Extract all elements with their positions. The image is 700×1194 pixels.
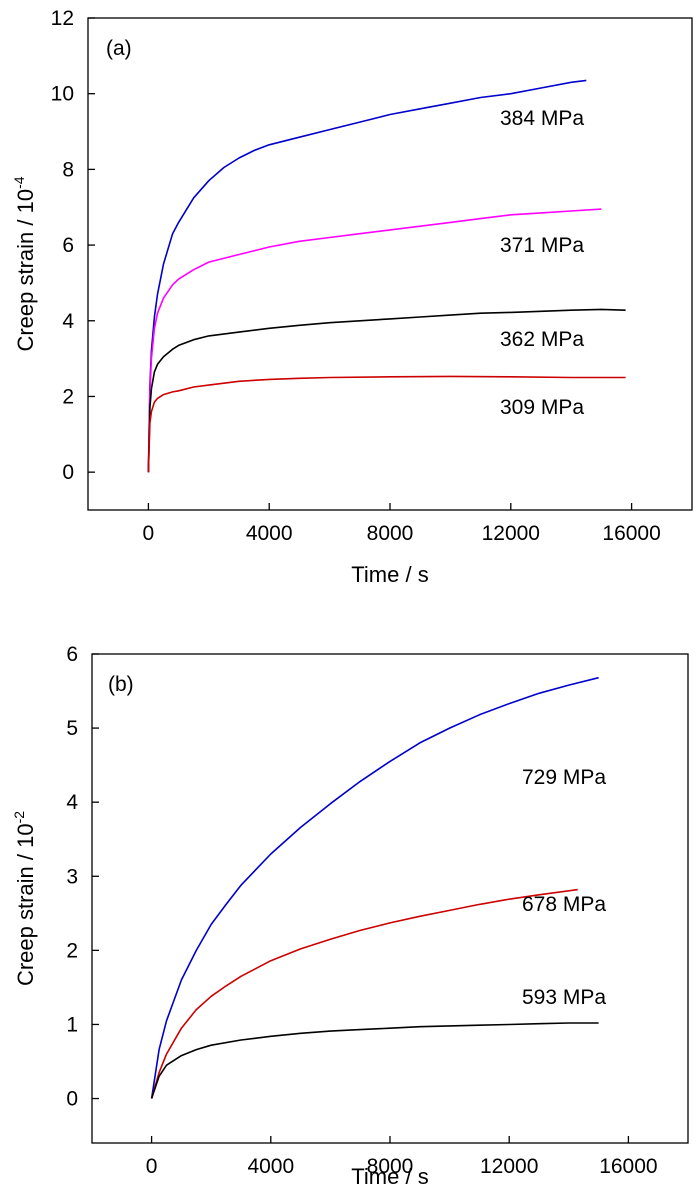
y-tick-label: 0 — [62, 461, 74, 484]
series-label: 384 MPa — [500, 107, 584, 130]
y-tick-label: 0 — [66, 1088, 78, 1111]
series-label: 371 MPa — [500, 234, 584, 257]
panel-label: (b) — [108, 673, 134, 696]
y-tick-label: 8 — [62, 158, 74, 181]
x-tick-label: 0 — [146, 1155, 158, 1178]
y-tick-label: 5 — [66, 717, 78, 740]
y-tick-label: 4 — [66, 791, 78, 814]
series-label: 362 MPa — [500, 328, 584, 351]
y-axis-title: Creep strain / 10-2 — [11, 811, 38, 986]
y-tick-label: 3 — [66, 865, 78, 888]
y-axis-title-exponent: -4 — [11, 176, 27, 189]
series-line-362-mpa — [147, 308, 626, 473]
series-line-729-mpa — [150, 676, 599, 1099]
y-tick-label: 2 — [66, 939, 78, 962]
series-line-678-mpa — [150, 888, 578, 1099]
x-axis-title: Time / s — [351, 562, 428, 587]
series-line-384-mpa — [147, 79, 587, 473]
x-tick-label: 8000 — [367, 522, 414, 545]
y-tick-label: 12 — [51, 7, 74, 30]
x-tick-label: 4000 — [247, 1155, 294, 1178]
y-tick-label: 6 — [66, 643, 78, 666]
y-tick-label: 6 — [62, 234, 74, 257]
series-line-371-mpa — [147, 208, 602, 473]
x-tick-label: 4000 — [246, 522, 293, 545]
y-tick-label: 4 — [62, 310, 74, 333]
x-tick-label: 16000 — [599, 1155, 657, 1178]
x-tick-label: 0 — [143, 522, 155, 545]
y-tick-label: 1 — [66, 1013, 78, 1036]
y-tick-label: 10 — [51, 83, 74, 106]
y-axis-title: Creep strain / 10-4 — [11, 176, 38, 351]
series-line-309-mpa — [147, 375, 626, 473]
chart-panel-a: 0 4000 8000 12000 16000 0 2 4 6 8 10 12 (a) Time / s C… — [11, 7, 693, 587]
y-tick-label: 2 — [62, 385, 74, 408]
x-tick-label: 8000 — [367, 1155, 414, 1178]
x-axis-title: Time / s — [351, 1164, 428, 1189]
series-label: 593 MPa — [522, 986, 606, 1009]
plot-frame — [87, 17, 693, 511]
x-tick-label: 16000 — [602, 522, 660, 545]
y-axis-title-exponent: -2 — [11, 811, 27, 824]
series-line-593-mpa — [150, 1022, 599, 1099]
x-tick-label: 12000 — [482, 522, 540, 545]
series-label: 678 MPa — [522, 893, 606, 916]
series-label: 309 MPa — [500, 396, 584, 419]
panel-label: (a) — [106, 37, 132, 60]
chart-panel-b: 0 4000 8000 12000 16000 0 1 2 3 4 5 6 (b) Time / s Cre… — [11, 643, 689, 1189]
x-tick-label: 12000 — [480, 1155, 538, 1178]
series-label: 729 MPa — [522, 766, 606, 789]
